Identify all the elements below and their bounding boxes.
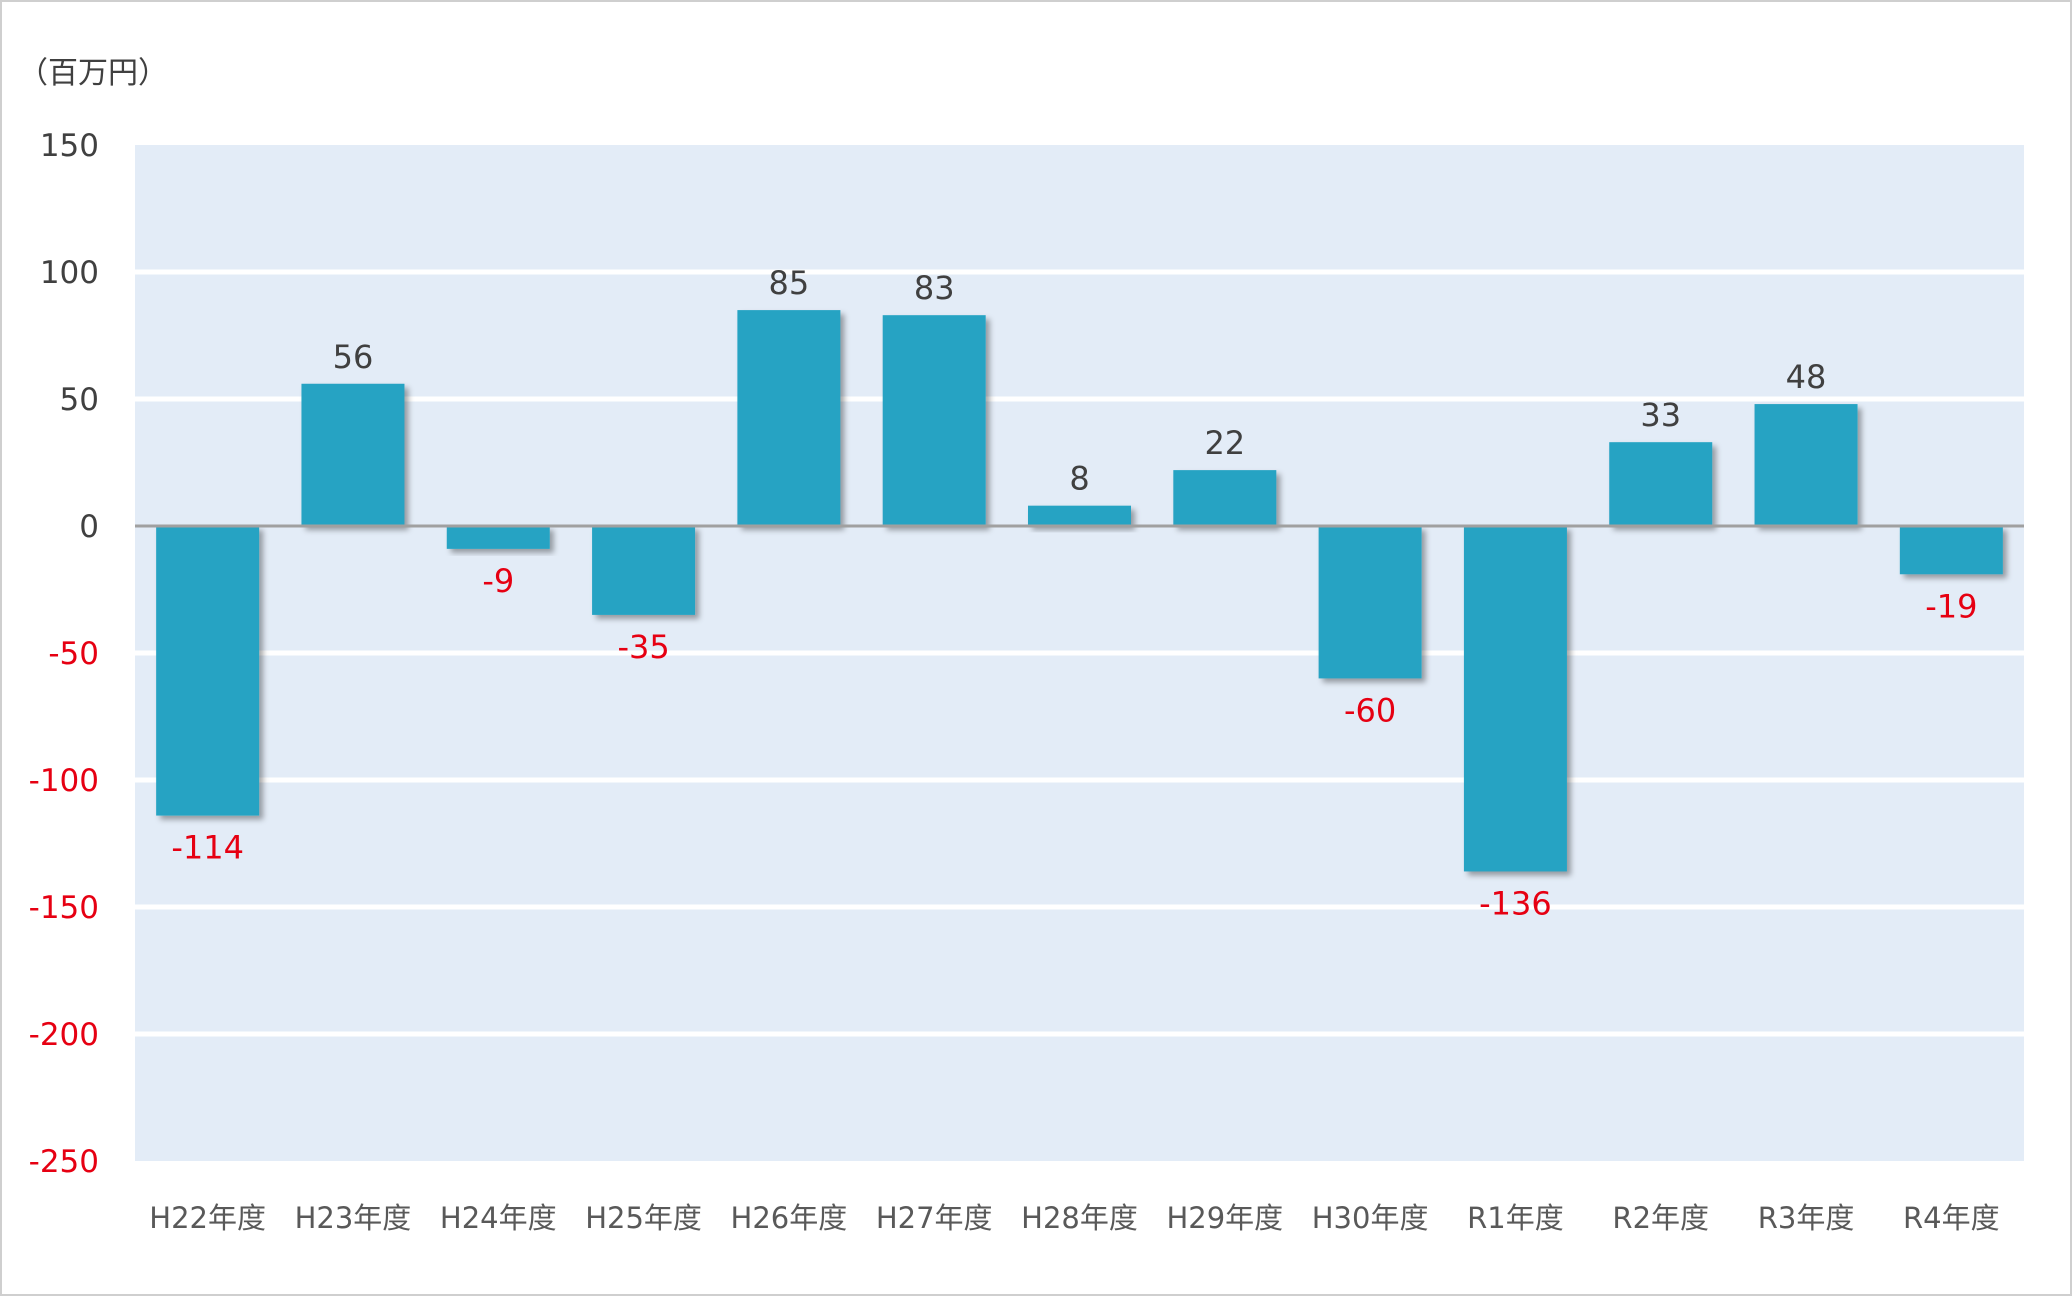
bars xyxy=(156,310,2003,872)
bar xyxy=(882,315,986,526)
bar xyxy=(1173,470,1277,526)
data-label: 33 xyxy=(1640,396,1681,434)
gridlines xyxy=(135,269,2024,1037)
bar xyxy=(446,526,550,549)
data-label: 85 xyxy=(769,264,810,302)
x-tick-label: R3年度 xyxy=(1758,1201,1855,1235)
x-tick-label: H30年度 xyxy=(1312,1201,1429,1235)
x-tick-label: R1年度 xyxy=(1467,1201,1564,1235)
x-tick-label: R4年度 xyxy=(1903,1201,2000,1235)
y-tick-label: -100 xyxy=(29,763,99,799)
bar xyxy=(1899,526,2003,575)
data-label: 56 xyxy=(333,338,374,376)
y-tick-label: 0 xyxy=(79,509,99,545)
x-tick-label: H25年度 xyxy=(585,1201,702,1235)
y-tick-label: 100 xyxy=(40,255,99,291)
y-tick-label: -200 xyxy=(29,1017,99,1053)
y-tick-label: -50 xyxy=(48,636,99,672)
data-label: -9 xyxy=(482,562,514,600)
bar xyxy=(1028,505,1131,526)
y-axis-ticks: 150 100 50 0 -50 -100 -150 -200 -250 xyxy=(29,128,99,1180)
unit-label: （百万円） xyxy=(18,56,168,91)
y-tick-label: -250 xyxy=(29,1144,99,1180)
x-tick-label: H29年度 xyxy=(1166,1201,1283,1235)
y-tick-label: 150 xyxy=(40,128,99,164)
data-label: 8 xyxy=(1069,460,1089,498)
bar xyxy=(1609,442,1713,526)
data-labels: -114 56 -9 -35 85 83 8 22 -60 -136 33 48 -19 xyxy=(171,264,1977,922)
x-tick-label: H27年度 xyxy=(876,1201,993,1235)
data-label: 22 xyxy=(1204,424,1245,462)
y-tick-label: 50 xyxy=(60,382,99,418)
bar xyxy=(592,526,696,615)
data-label: 83 xyxy=(914,269,955,307)
bar xyxy=(1463,526,1567,872)
bar xyxy=(1754,404,1858,526)
data-label: -114 xyxy=(171,829,244,867)
data-label: -19 xyxy=(1925,587,1977,625)
x-tick-label: H24年度 xyxy=(440,1201,557,1235)
x-tick-label: H28年度 xyxy=(1021,1201,1138,1235)
bar xyxy=(1318,526,1422,679)
data-label: -60 xyxy=(1344,691,1396,729)
bar xyxy=(156,526,260,816)
x-tick-label: H23年度 xyxy=(295,1201,412,1235)
y-tick-label: -150 xyxy=(29,890,99,926)
x-tick-label: H26年度 xyxy=(731,1201,848,1235)
x-axis-ticks: H22年度 H23年度 H24年度 H25年度 H26年度 H27年度 H28年度 H29年度… xyxy=(149,1201,1999,1235)
data-label: -136 xyxy=(1479,884,1552,922)
bar xyxy=(301,383,405,526)
x-tick-label: H22年度 xyxy=(149,1201,266,1235)
data-label: 48 xyxy=(1786,358,1827,396)
x-tick-label: R2年度 xyxy=(1612,1201,1709,1235)
data-label: -35 xyxy=(617,628,669,666)
bar xyxy=(737,310,841,526)
